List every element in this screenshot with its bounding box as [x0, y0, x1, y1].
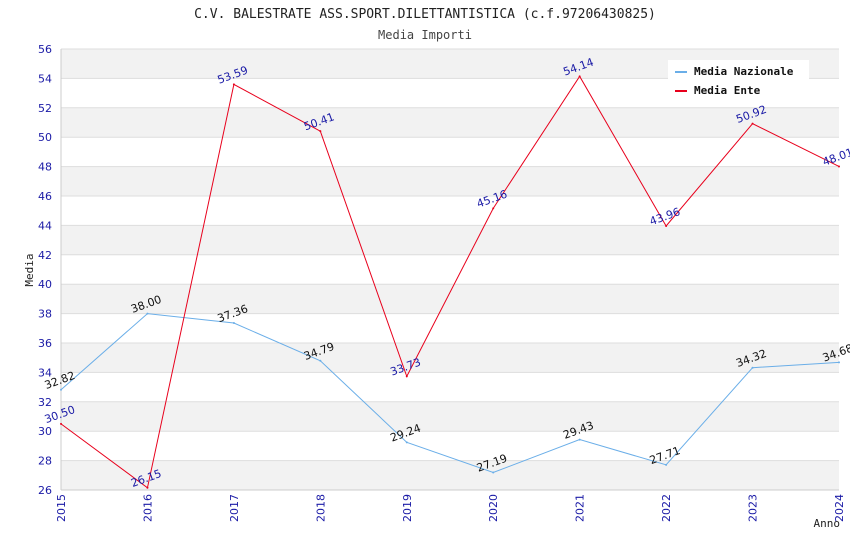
data-point-nazionale	[665, 463, 668, 466]
y-tick-label: 50	[38, 131, 52, 144]
data-point-nazionale	[319, 359, 322, 362]
chart-subtitle: Media Importi	[378, 28, 472, 42]
y-tick-label: 26	[38, 484, 52, 497]
grid-band	[61, 196, 839, 226]
series-line-nazionale	[60, 313, 840, 474]
y-tick-label: 40	[38, 278, 52, 291]
y-tick-label: 48	[38, 161, 52, 174]
y-tick-label: 42	[38, 249, 52, 262]
data-point-nazionale	[578, 438, 581, 441]
x-tick-label: 2021	[574, 494, 587, 522]
x-tick-label: 2023	[747, 494, 760, 522]
legend-label-nazionale: Media Nazionale	[694, 65, 794, 78]
axes	[60, 49, 839, 491]
x-tick-label: 2017	[228, 494, 241, 522]
grid-band	[61, 372, 839, 402]
grid-band	[61, 284, 839, 314]
grid-bands	[61, 48, 839, 491]
grid-band	[61, 401, 839, 432]
data-point-nazionale	[492, 471, 495, 474]
y-tick-label: 34	[38, 366, 52, 379]
legend: Media Nazionale Media Ente	[668, 60, 809, 102]
chart-title: C.V. BALESTRATE ASS.SPORT.DILETTANTISTIC…	[194, 7, 656, 22]
x-tick-label: 2020	[487, 494, 500, 522]
data-point-ente	[492, 207, 495, 210]
data-point-nazionale	[751, 366, 754, 369]
y-tick-label: 28	[38, 455, 52, 468]
y-tick-label: 30	[38, 425, 52, 438]
y-tick-label: 52	[38, 102, 52, 115]
x-tick-labels: 2015 2016 2017 2018 2019 2020 2021 2022 2023 2024	[55, 494, 846, 522]
data-point-ente	[232, 83, 235, 86]
data-point-ente	[405, 375, 408, 378]
grid-band	[61, 225, 839, 255]
x-tick-label: 2022	[660, 494, 673, 522]
data-point-ente	[751, 122, 754, 125]
data-point-ente	[319, 130, 322, 133]
grid-band	[61, 166, 839, 196]
data-point-ente	[665, 224, 668, 227]
y-tick-label: 46	[38, 190, 52, 203]
y-tick-label: 44	[38, 219, 52, 232]
grid-band	[61, 343, 839, 373]
grid-band	[61, 460, 839, 490]
x-tick-label: 2015	[55, 494, 68, 522]
y-tick-labels: 26 28 30 32 34 36 38 40 42 44 46 48 50 52 54 56	[38, 43, 52, 497]
data-point-ente	[578, 75, 581, 78]
legend-label-ente: Media Ente	[694, 84, 761, 97]
legend-background	[668, 60, 809, 102]
y-tick-label: 54	[38, 72, 52, 85]
y-tick-label: 38	[38, 308, 52, 321]
grid-band	[61, 431, 839, 461]
data-point-nazionale	[146, 312, 149, 315]
y-tick-label: 32	[38, 396, 52, 409]
x-tick-label: 2019	[401, 494, 414, 522]
grid-band	[61, 107, 839, 138]
series-line-ente	[60, 75, 840, 489]
grid-band	[61, 137, 839, 167]
x-tick-label: 2024	[833, 494, 846, 522]
grid-band	[61, 254, 839, 285]
x-tick-label: 2016	[141, 494, 154, 522]
y-tick-label: 36	[38, 337, 52, 350]
data-point-nazionale	[405, 441, 408, 444]
series-lines	[60, 75, 840, 489]
grid-band	[61, 313, 839, 343]
data-point-nazionale	[838, 361, 840, 364]
x-axis-label: Anno	[814, 517, 841, 530]
data-point-nazionale	[232, 322, 235, 325]
x-tick-label: 2018	[314, 494, 327, 522]
y-axis-label: Media	[23, 253, 36, 286]
data-point-ente	[838, 165, 840, 168]
data-point-nazionale	[60, 388, 62, 391]
y-tick-label: 56	[38, 43, 52, 56]
data-point-ente	[146, 486, 149, 489]
data-point-ente	[60, 422, 62, 425]
